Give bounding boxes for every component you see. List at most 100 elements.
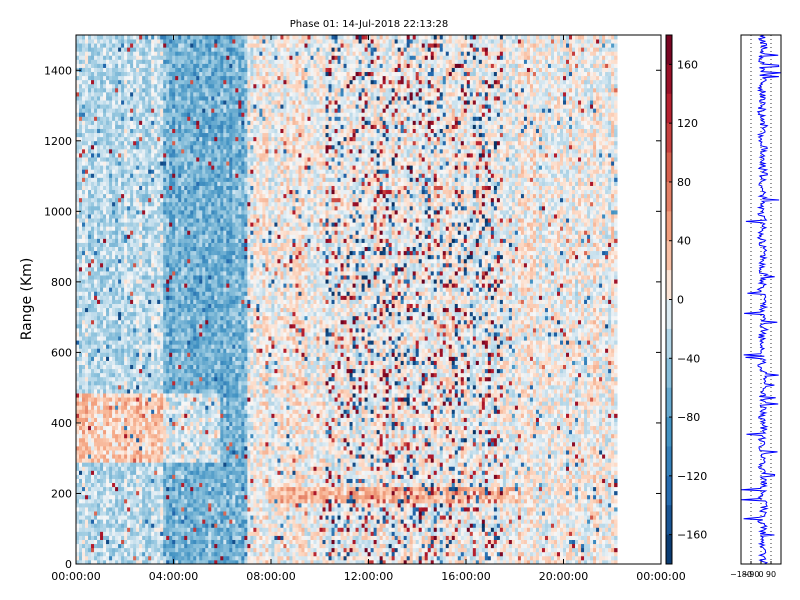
heatmap-cell xyxy=(142,360,146,366)
heatmap-cell xyxy=(142,222,146,227)
heatmap-cell xyxy=(187,441,191,447)
heatmap-cell xyxy=(181,104,185,109)
heatmap-cell xyxy=(160,287,164,292)
heatmap-cell xyxy=(130,254,134,260)
heatmap-cell xyxy=(169,507,173,512)
heatmap-cell xyxy=(82,71,86,77)
heatmap-cell xyxy=(106,148,110,154)
heatmap-cell xyxy=(160,96,164,101)
heatmap-cell xyxy=(160,205,164,211)
heatmap-cell xyxy=(154,209,158,215)
heatmap-cell xyxy=(100,340,104,345)
heatmap-cell xyxy=(85,360,89,366)
heatmap-cell xyxy=(160,462,164,467)
heatmap-cell xyxy=(154,59,158,64)
heatmap-cell xyxy=(121,75,125,81)
heatmap-cell xyxy=(130,169,134,174)
heatmap-cell xyxy=(79,209,83,215)
heatmap-cell xyxy=(79,250,83,256)
heatmap-cell xyxy=(184,323,188,329)
heatmap-cell xyxy=(109,96,113,101)
heatmap-cell xyxy=(166,193,170,199)
heatmap-cell xyxy=(133,161,137,166)
heatmap-cell xyxy=(106,511,110,516)
heatmap-cell xyxy=(118,83,122,89)
heatmap-cell xyxy=(103,43,107,48)
heatmap-cell xyxy=(115,486,119,492)
heatmap-cell xyxy=(178,555,182,561)
heatmap-cell xyxy=(76,79,80,85)
heatmap-cell xyxy=(139,340,143,345)
heatmap-cell xyxy=(97,51,101,56)
heatmap-cell xyxy=(76,332,80,337)
heatmap-cell xyxy=(172,63,176,68)
heatmap-cell xyxy=(166,63,170,68)
heatmap-cell xyxy=(169,205,173,211)
heatmap-cell xyxy=(112,71,116,77)
heatmap-cell xyxy=(148,445,152,451)
heatmap-cell xyxy=(142,429,146,435)
heatmap-cell xyxy=(112,478,116,484)
heatmap-cell xyxy=(94,356,98,361)
heatmap-cell xyxy=(157,96,161,101)
heatmap-cell xyxy=(85,100,89,105)
heatmap-cell xyxy=(184,258,188,264)
heatmap-cell xyxy=(118,279,122,284)
heatmap-cell xyxy=(181,405,185,410)
heatmap-cell xyxy=(124,201,128,207)
heatmap-cell xyxy=(169,136,173,142)
heatmap-cell xyxy=(151,470,155,475)
heatmap-cell xyxy=(112,344,116,349)
heatmap-cell xyxy=(160,104,164,109)
heatmap-cell xyxy=(127,242,131,247)
heatmap-cell xyxy=(130,234,134,239)
heatmap-cell xyxy=(175,486,179,492)
heatmap-cell xyxy=(178,360,182,366)
heatmap-cell xyxy=(106,397,110,402)
heatmap-cell xyxy=(112,120,116,125)
heatmap-cell xyxy=(88,112,92,117)
heatmap-cell xyxy=(100,238,104,243)
heatmap-cell xyxy=(187,421,191,427)
heatmap-cell xyxy=(187,242,191,247)
heatmap-cell xyxy=(148,523,152,528)
heatmap-cell xyxy=(103,63,107,68)
heatmap-cell xyxy=(118,319,122,325)
heatmap-cell xyxy=(91,401,95,406)
heatmap-cell xyxy=(169,336,173,341)
heatmap-cell xyxy=(166,384,170,390)
heatmap-cell xyxy=(139,494,143,500)
heatmap-cell xyxy=(187,177,191,182)
heatmap-cell xyxy=(142,91,146,97)
heatmap-cell xyxy=(100,376,104,382)
heatmap-cell xyxy=(148,173,152,178)
heatmap-cell xyxy=(142,112,146,117)
heatmap-cell xyxy=(169,356,173,361)
heatmap-cell xyxy=(76,417,80,422)
heatmap-cell xyxy=(157,108,161,113)
heatmap-cell xyxy=(178,494,182,500)
heatmap-cell xyxy=(100,319,104,325)
heatmap-cell xyxy=(112,299,116,304)
heatmap-cell xyxy=(118,523,122,528)
heatmap-cell xyxy=(160,266,164,272)
heatmap-cell xyxy=(85,527,89,532)
heatmap-cell xyxy=(106,71,110,77)
heatmap-cell xyxy=(190,551,194,557)
heatmap-cell xyxy=(121,104,125,109)
heatmap-cell xyxy=(85,144,89,150)
heatmap-cell xyxy=(136,148,140,154)
heatmap-cell xyxy=(82,189,86,195)
heatmap-cell xyxy=(142,185,146,191)
heatmap-cell xyxy=(91,417,95,422)
heatmap-cell xyxy=(109,458,113,463)
heatmap-cell xyxy=(115,165,119,170)
heatmap-cell xyxy=(82,474,86,479)
heatmap-cell xyxy=(160,43,164,48)
heatmap-cell xyxy=(184,63,188,68)
heatmap-cell xyxy=(172,96,176,101)
heatmap-cell xyxy=(142,332,146,337)
heatmap-cell xyxy=(109,454,113,459)
heatmap-cell xyxy=(169,421,173,427)
heatmap-cell xyxy=(118,535,122,540)
